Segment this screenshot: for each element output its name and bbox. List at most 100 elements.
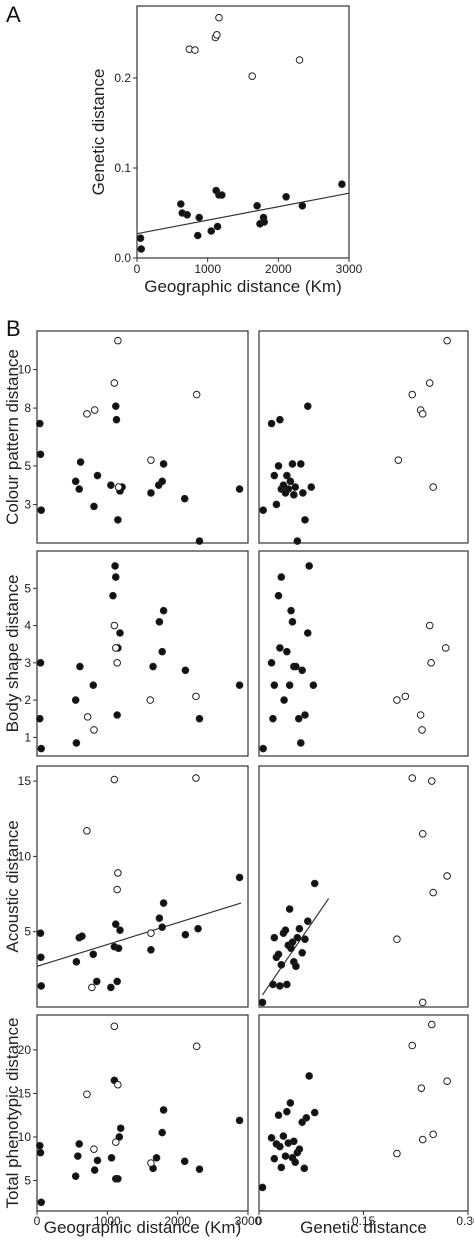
data-point-filled (309, 681, 318, 689)
plot-frame (36, 1014, 249, 1212)
x-tick-label: 2000 (265, 262, 292, 276)
data-point-filled (290, 1137, 298, 1146)
scatter-panel-b-total-geo: 5 10 15 20 0 1000 2000 3000 Total phenotypic dis… (3, 1014, 262, 1237)
data-point-open (418, 998, 427, 1007)
data-point-filled (288, 938, 297, 947)
data-point-filled (301, 935, 309, 944)
data-point-filled (195, 537, 204, 545)
plot-frame (258, 765, 469, 1008)
data-point-filled (111, 573, 120, 581)
plot-frame (258, 330, 469, 544)
data-point-open (192, 774, 200, 782)
data-point-filled (274, 1111, 283, 1119)
data-point-filled (159, 460, 168, 468)
plot-frame (36, 330, 249, 544)
data-point-filled (307, 483, 316, 491)
data-point-filled (299, 489, 307, 497)
scatter-panel-b-colour-gen (258, 330, 469, 545)
x-axis-label: Geographic distance (Km) (44, 1218, 241, 1237)
data-point-open (443, 872, 451, 880)
data-point-filled (283, 471, 291, 480)
data-point-open (146, 696, 155, 704)
y-tick-label: 4 (24, 619, 31, 633)
data-point-filled (158, 477, 166, 486)
data-point-filled (280, 696, 288, 704)
data-point-filled (305, 562, 313, 570)
data-point-filled (90, 1166, 99, 1174)
data-point-filled (288, 618, 297, 626)
data-point-open (147, 929, 155, 937)
data-point-open (429, 1130, 437, 1139)
data-point-filled (295, 924, 304, 933)
data-point-filled (259, 506, 267, 515)
data-point-open (83, 713, 92, 721)
data-point-filled (181, 666, 190, 675)
data-point-open (408, 1041, 417, 1050)
data-point-filled (180, 1157, 189, 1166)
x-tick-label: 3000 (336, 262, 363, 276)
data-point-filled (269, 714, 277, 723)
y-axis-label: Body shape distance (3, 575, 22, 733)
data-point-filled (300, 1164, 309, 1173)
data-point-open (83, 826, 91, 835)
data-point-filled (158, 647, 166, 656)
data-point-filled (37, 1198, 46, 1207)
data-point-open (393, 1149, 401, 1158)
data-point-filled (303, 917, 312, 925)
data-point-open (429, 483, 437, 491)
data-point-filled (338, 180, 346, 188)
data-point-open (213, 31, 221, 39)
data-point-filled (287, 606, 295, 615)
data-point-open (83, 1090, 91, 1099)
data-point-filled (177, 200, 185, 208)
data-point-filled (111, 402, 120, 410)
scatter-panel-b-total-gen: 0 0.15 0.30 Genetic distance (256, 1014, 474, 1237)
regression-line (261, 898, 330, 996)
data-point-open (215, 13, 223, 22)
data-point-filled (37, 744, 46, 753)
data-point-filled (301, 516, 309, 524)
data-point-filled (288, 460, 297, 468)
x-axis-label: Geographic distance (Km) (144, 277, 341, 296)
data-point-filled (136, 234, 145, 242)
data-point-open (192, 692, 200, 701)
data-point-filled (92, 977, 101, 986)
data-point-filled (89, 681, 98, 689)
data-point-open (425, 379, 434, 387)
y-tick-label: 5 (24, 1174, 31, 1188)
data-point-filled (270, 1154, 279, 1163)
data-point-open (248, 72, 256, 80)
data-point-filled (36, 1148, 45, 1157)
data-point-filled (297, 460, 305, 468)
data-point-filled (36, 419, 44, 428)
y-axis-label: Genetic distance (89, 69, 108, 196)
data-point-filled (292, 962, 300, 971)
y-tick-label: 20 (18, 1043, 32, 1057)
data-point-filled (285, 681, 294, 689)
data-point-filled (281, 1152, 290, 1160)
data-point-open (110, 379, 119, 387)
data-point-filled (158, 923, 166, 931)
y-axis-label: Colour pattern distance (3, 349, 22, 525)
data-point-filled (73, 1152, 82, 1160)
data-point-open (90, 406, 99, 414)
y-tick-label: 15 (18, 1086, 32, 1100)
data-point-open (429, 888, 437, 897)
data-point-open (147, 1159, 155, 1167)
x-tick-label: 1000 (94, 1214, 121, 1228)
data-point-filled (114, 516, 122, 524)
data-point-filled (291, 1158, 300, 1167)
data-point-open (110, 621, 119, 630)
data-point-filled (152, 1154, 161, 1162)
plot-frame (258, 550, 469, 757)
data-point-filled (155, 914, 164, 922)
data-point-open (418, 726, 426, 734)
data-point-filled (310, 879, 319, 888)
y-axis-label: Acoustic distance (3, 820, 22, 952)
y-tick-label: 5 (24, 581, 31, 595)
data-point-filled (284, 485, 293, 493)
x-tick-label: 3000 (235, 1214, 262, 1228)
